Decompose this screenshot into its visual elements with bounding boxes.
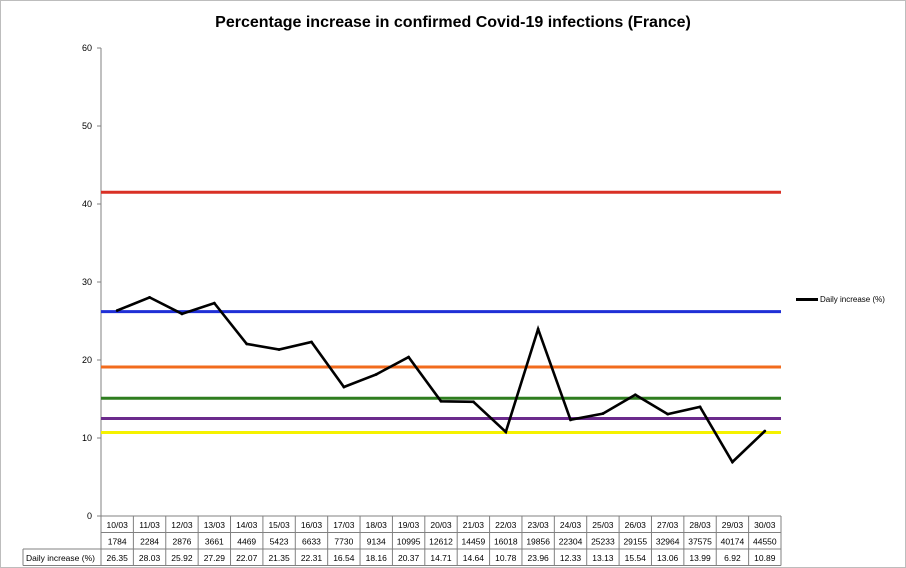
data-label: 18.16	[366, 553, 388, 563]
data-label: 22.31	[301, 553, 323, 563]
table-cell: 2284	[140, 536, 159, 546]
x-tick-label: 23/03	[528, 520, 550, 530]
data-label: 15.54	[625, 553, 647, 563]
table-cell: 22304	[559, 536, 583, 546]
data-point	[536, 327, 540, 331]
y-tick-label: 50	[82, 121, 92, 131]
table-cell: 7730	[334, 536, 353, 546]
data-label: 16.54	[333, 553, 355, 563]
data-point	[569, 418, 572, 422]
legend-swatch	[796, 298, 818, 301]
data-label: 22.07	[236, 553, 258, 563]
data-label: 14.64	[463, 553, 485, 563]
data-point	[212, 301, 216, 305]
x-tick-label: 24/03	[560, 520, 582, 530]
table-cell: 10995	[397, 536, 421, 546]
data-label: 12.33	[560, 553, 582, 563]
x-tick-label: 25/03	[592, 520, 614, 530]
data-label: 13.06	[657, 553, 679, 563]
table-cell: 9134	[367, 536, 386, 546]
table-cell: 19856	[526, 536, 550, 546]
table-cell: 44550	[753, 536, 777, 546]
x-tick-label: 11/03	[139, 520, 160, 530]
x-tick-label: 13/03	[204, 520, 226, 530]
y-tick-label: 40	[82, 199, 92, 209]
data-point	[310, 340, 313, 344]
x-tick-label: 14/03	[236, 520, 258, 530]
x-tick-label: 21/03	[463, 520, 485, 530]
data-label: 10.89	[754, 553, 776, 563]
table-cell: 2876	[172, 536, 191, 546]
y-tick-label: 60	[82, 43, 92, 53]
y-tick-label: 0	[87, 511, 92, 521]
table-cell: 37575	[688, 536, 712, 546]
x-tick-label: 15/03	[268, 520, 290, 530]
x-tick-label: 27/03	[657, 520, 679, 530]
x-tick-label: 20/03	[430, 520, 452, 530]
data-label: 14.71	[430, 553, 452, 563]
table-cell: 12612	[429, 536, 453, 546]
data-point	[633, 393, 637, 397]
chart-title: Percentage increase in confirmed Covid-1…	[215, 14, 691, 31]
data-point	[731, 460, 734, 464]
y-tick-label: 20	[82, 355, 92, 365]
data-point	[180, 312, 184, 316]
table-cell: 4469	[237, 536, 256, 546]
data-label: 13.13	[592, 553, 614, 563]
y-tick-label: 10	[82, 433, 92, 443]
x-tick-label: 10/03	[107, 520, 129, 530]
data-point	[601, 412, 605, 415]
table-row-header: Daily increase (%)	[26, 553, 95, 563]
legend: Daily increase (%)	[796, 295, 885, 304]
x-tick-label: 12/03	[171, 520, 193, 530]
data-point	[763, 429, 767, 433]
data-point	[407, 355, 411, 359]
data-point	[698, 405, 702, 409]
data-label: 6.92	[724, 553, 741, 563]
x-tick-label: 26/03	[625, 520, 647, 530]
data-label: 23.96	[528, 553, 550, 563]
legend-label: Daily increase (%)	[820, 295, 885, 304]
data-label: 27.29	[204, 553, 226, 563]
table-cell: 6633	[302, 536, 321, 546]
table-cell: 5423	[270, 536, 289, 546]
x-tick-label: 30/03	[754, 520, 776, 530]
x-tick-label: 18/03	[366, 520, 388, 530]
table-cell: 14459	[462, 536, 486, 546]
x-tick-label: 28/03	[689, 520, 711, 530]
table-cell: 1784	[108, 536, 127, 546]
x-tick-label: 19/03	[398, 520, 420, 530]
data-point	[277, 348, 281, 351]
data-point	[666, 412, 670, 416]
table-cell: 25233	[591, 536, 615, 546]
y-tick-label: 30	[82, 277, 92, 287]
data-label: 20.37	[398, 553, 420, 563]
data-label: 28.03	[139, 553, 161, 563]
table-cell: 3661	[205, 536, 224, 546]
data-point	[504, 430, 508, 434]
x-tick-label: 29/03	[722, 520, 744, 530]
x-tick-label: 22/03	[495, 520, 517, 530]
data-point	[115, 309, 119, 312]
series-line	[116, 295, 766, 465]
x-tick-label: 16/03	[301, 520, 323, 530]
data-label: 13.99	[689, 553, 711, 563]
data-point	[245, 342, 249, 346]
data-label: 21.35	[268, 553, 290, 563]
table-cell: 16018	[494, 536, 518, 546]
data-point	[471, 400, 475, 404]
data-point	[374, 372, 378, 376]
table-cell: 40174	[721, 536, 745, 546]
table-cell: 32964	[656, 536, 680, 546]
data-point	[439, 399, 443, 403]
data-point	[342, 385, 346, 389]
table-cell: 29155	[623, 536, 647, 546]
data-label: 10.78	[495, 553, 517, 563]
data-label: 25.92	[171, 553, 193, 563]
x-tick-label: 17/03	[333, 520, 355, 530]
data-point	[148, 295, 151, 299]
data-label: 26.35	[107, 553, 129, 563]
